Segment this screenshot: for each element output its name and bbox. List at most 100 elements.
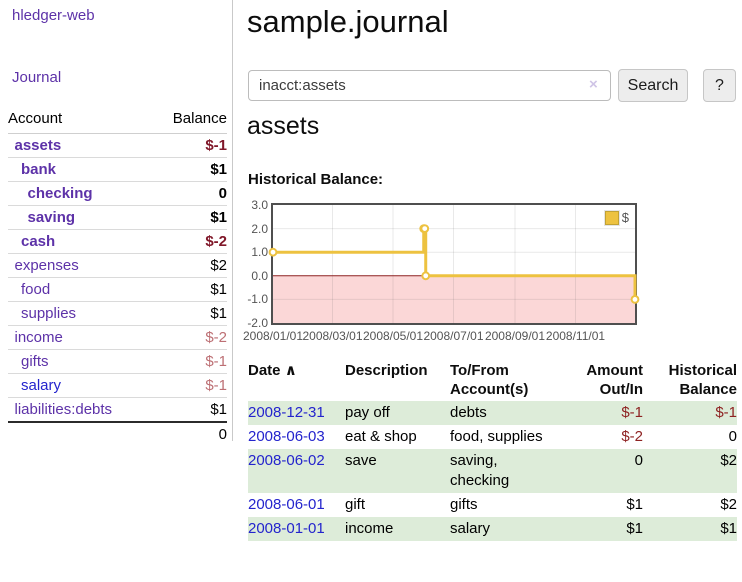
account-link[interactable]: gifts — [21, 353, 49, 370]
register-header-row: Date ∧ Description To/From Account(s) Am… — [248, 359, 737, 401]
account-link[interactable]: checking — [27, 185, 93, 202]
description-cell: income — [345, 520, 394, 537]
transaction-date-link[interactable]: 2008-06-01 — [248, 496, 325, 513]
account-row: expenses $2 — [8, 253, 227, 278]
accounts-table-header-row: Account Balance — [8, 108, 227, 134]
negative-region — [273, 275, 635, 323]
register-row: 2008-01-01 income salary $1 $1 — [248, 517, 737, 541]
register-header-amount[interactable]: Amount Out/In — [586, 362, 643, 398]
y-tick-label: 0.0 — [251, 268, 268, 283]
register-header-date[interactable]: Date ∧ — [248, 359, 345, 401]
page-title: sample.journal — [247, 4, 449, 39]
sidebar-item-journal[interactable]: Journal — [12, 69, 62, 86]
account-link[interactable]: food — [21, 281, 51, 298]
accounts-cell: gifts — [450, 496, 478, 513]
account-balance: $-1 — [151, 373, 227, 398]
legend-label: $ — [621, 210, 629, 225]
account-cell: assets — [8, 133, 152, 158]
description-cell: eat & shop — [345, 428, 417, 445]
data-point — [268, 247, 278, 257]
account-row: gifts $-1 — [8, 349, 227, 374]
account-balance: $-2 — [151, 229, 227, 254]
account-cell: gifts — [8, 349, 152, 374]
register-header-balance[interactable]: Historical Balance — [668, 362, 737, 398]
account-cell: liabilities:debts — [8, 397, 152, 423]
total-spacer — [8, 421, 152, 446]
accounts-cell: food, supplies — [450, 428, 543, 445]
account-link[interactable]: supplies — [21, 305, 77, 322]
amount-cell: $-1 — [621, 404, 643, 421]
account-link[interactable]: expenses — [14, 257, 79, 274]
account-balance: $2 — [151, 253, 227, 278]
account-cell: salary — [8, 373, 152, 398]
y-tick-label: 2.0 — [251, 221, 268, 236]
account-balance: $1 — [151, 277, 227, 302]
chart-legend: $ — [602, 209, 631, 226]
sort-ascending-icon: ∧ — [284, 362, 297, 379]
account-balance: $-1 — [151, 349, 227, 374]
accounts-cell: debts — [450, 404, 487, 421]
x-tick-label: 2008/01/01 — [242, 329, 304, 343]
transaction-date-link[interactable]: 2008-12-31 — [248, 404, 325, 421]
x-tick-label: 2008/03/01 — [302, 329, 363, 343]
account-balance: $-2 — [151, 325, 227, 350]
account-cell: food — [8, 277, 152, 302]
account-link[interactable]: salary — [21, 377, 62, 394]
account-cell: saving — [8, 205, 152, 230]
y-tick-label: -2.0 — [247, 316, 268, 330]
account-balance: $-1 — [151, 133, 227, 158]
register-row: 2008-06-03 eat & shop food, supplies $-2 0 — [248, 425, 737, 449]
search-input[interactable] — [248, 70, 611, 101]
amount-cell: $1 — [626, 496, 643, 513]
accounts-total-row: 0 — [8, 421, 227, 446]
balance-cell: 0 — [728, 428, 737, 445]
account-link[interactable]: bank — [21, 161, 57, 178]
clear-search-icon[interactable]: × — [589, 76, 598, 93]
date-cell: 2008-12-31 — [248, 401, 345, 425]
account-link[interactable]: assets — [14, 137, 62, 154]
y-tick-label: 1.0 — [251, 245, 268, 260]
x-tick-label: 2008/05/01 — [362, 329, 424, 343]
account-row: liabilities:debts $1 — [8, 397, 227, 423]
account-row: supplies $1 — [8, 301, 227, 326]
register-row: 2008-12-31 pay off debts $-1 $-1 — [248, 401, 737, 425]
transaction-date-link[interactable]: 2008-01-01 — [248, 520, 325, 537]
account-row: checking 0 — [8, 181, 227, 206]
account-link[interactable]: income — [14, 329, 63, 346]
x-tick-label: 2008/11/01 — [545, 329, 606, 343]
y-tick-label: 3.0 — [251, 198, 268, 212]
transaction-date-link[interactable]: 2008-06-02 — [248, 452, 325, 469]
accounts-table: Account Balance assets $-1 bank $1 checking 0… — [8, 108, 227, 446]
legend-swatch-icon — [604, 210, 619, 225]
account-balance: $1 — [151, 205, 227, 230]
x-tick-label: 2008/09/01 — [484, 329, 546, 343]
balance-chart — [268, 205, 640, 323]
account-cell: bank — [8, 157, 152, 182]
account-link[interactable]: cash — [21, 233, 56, 250]
register-header-description[interactable]: Description — [345, 362, 428, 379]
balance-cell: $2 — [720, 452, 737, 469]
date-cell: 2008-06-01 — [248, 493, 345, 517]
balance-cell: $2 — [720, 496, 737, 513]
account-row: cash $-2 — [8, 229, 227, 254]
help-button[interactable]: ? — [703, 69, 736, 102]
account-cell: cash — [8, 229, 152, 254]
account-balance: $1 — [151, 157, 227, 182]
account-link[interactable]: liabilities:debts — [14, 401, 113, 418]
date-cell: 2008-06-03 — [248, 425, 345, 449]
accounts-header-balance: Balance — [151, 108, 227, 134]
account-link[interactable]: saving — [27, 209, 76, 226]
app-title-link[interactable]: hledger-web — [12, 7, 95, 24]
register-header-accounts[interactable]: To/From Account(s) — [450, 362, 529, 398]
chart-title: Historical Balance: — [248, 171, 384, 188]
sidebar: hledger-web Journal Account Balance asse… — [0, 0, 233, 446]
search-button[interactable]: Search — [618, 69, 688, 102]
register-row: 2008-06-01 gift gifts $1 $2 — [248, 493, 737, 517]
register-row: 2008-06-02 save saving, checking 0 $2 — [248, 449, 737, 493]
date-cell: 2008-01-01 — [248, 517, 345, 541]
accounts-table-body: assets $-1 bank $1 checking 0 saving $1 cash $-2 e… — [8, 133, 227, 446]
chart-plot-area: $ — [268, 203, 640, 325]
balance-cell: $1 — [720, 520, 737, 537]
x-tick-label: 2008/07/01 — [423, 329, 484, 343]
transaction-date-link[interactable]: 2008-06-03 — [248, 428, 325, 445]
